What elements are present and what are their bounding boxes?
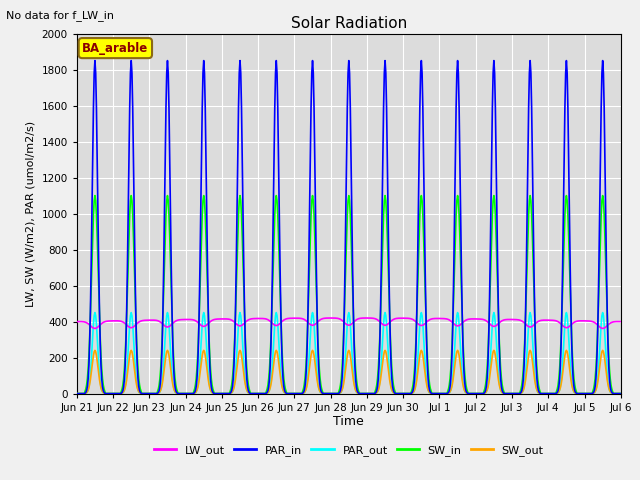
Text: BA_arable: BA_arable bbox=[82, 42, 148, 55]
Text: No data for f_LW_in: No data for f_LW_in bbox=[6, 10, 115, 21]
Y-axis label: LW, SW (W/m2), PAR (umol/m2/s): LW, SW (W/m2), PAR (umol/m2/s) bbox=[26, 120, 36, 307]
X-axis label: Time: Time bbox=[333, 415, 364, 429]
Legend: LW_out, PAR_in, PAR_out, SW_in, SW_out: LW_out, PAR_in, PAR_out, SW_in, SW_out bbox=[150, 440, 548, 460]
Title: Solar Radiation: Solar Radiation bbox=[291, 16, 407, 31]
